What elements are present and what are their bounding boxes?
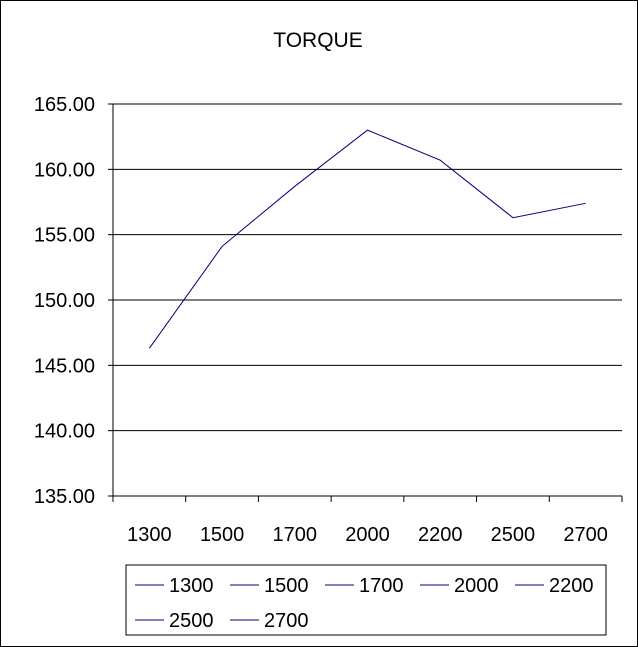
legend: 1300 1500 1700 2000 2200 2500 2700 [125,564,607,636]
legend-label: 1300 [169,575,214,597]
y-tick-label: 145.00 [34,355,95,377]
y-tick-label: 140.00 [34,421,95,443]
x-tick-label: 1700 [273,524,318,546]
x-tick-label: 2500 [491,524,536,546]
legend-label: 2500 [169,610,214,632]
x-tick-label: 1300 [127,524,172,546]
x-tick-label: 1500 [200,524,245,546]
x-axis-ticks: 1300 1500 1700 2000 2200 2500 2700 [112,496,623,546]
legend-label: 1700 [359,575,404,597]
y-tick-label: 150.00 [34,290,95,312]
chart-title: TORQUE [273,29,362,52]
gridlines [113,103,622,497]
legend-label: 2700 [264,610,309,632]
x-tick-label: 2200 [418,524,463,546]
legend-box [125,564,607,636]
x-tick-label: 2700 [563,524,608,546]
y-tick-label: 160.00 [34,159,95,181]
y-tick-label: 155.00 [34,225,95,247]
series-line [148,129,586,349]
y-tick-label: 165.00 [34,94,95,116]
y-tick-label: 135.00 [34,486,95,508]
legend-label: 1500 [264,575,309,597]
y-axis-ticks: 135.00 140.00 145.00 150.00 155.00 160.00 165.… [34,94,113,508]
series [148,129,586,349]
legend-label: 2200 [549,575,594,597]
legend-label: 2000 [454,575,499,597]
x-tick-label: 2000 [345,524,390,546]
